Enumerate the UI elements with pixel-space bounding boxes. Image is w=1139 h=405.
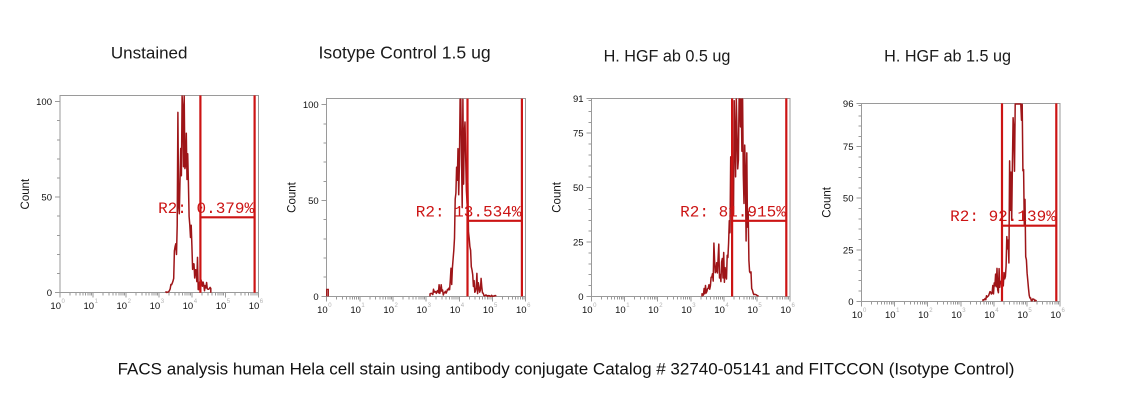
svg-text:10: 10 [84, 301, 95, 312]
svg-text:10: 10 [516, 305, 527, 316]
svg-text:75: 75 [843, 142, 854, 153]
svg-text:10: 10 [483, 305, 494, 316]
svg-text:Count: Count [20, 178, 32, 209]
svg-text:0: 0 [313, 292, 318, 303]
svg-text:3: 3 [692, 303, 696, 309]
svg-text:10: 10 [249, 301, 260, 312]
svg-text:10: 10 [852, 310, 863, 321]
svg-text:10: 10 [417, 305, 428, 316]
svg-text:5: 5 [494, 303, 498, 309]
svg-text:Unstained: Unstained [111, 44, 188, 63]
svg-text:10: 10 [648, 305, 659, 316]
svg-text:R2: 0.379%: R2: 0.379% [158, 200, 254, 218]
svg-text:3: 3 [161, 299, 165, 305]
svg-text:10: 10 [150, 301, 161, 312]
svg-text:Isotype Control 1.5 ug: Isotype Control 1.5 ug [319, 43, 491, 63]
svg-text:6: 6 [1062, 308, 1066, 314]
svg-text:5: 5 [758, 303, 762, 309]
svg-text:2: 2 [128, 299, 132, 305]
svg-text:1: 1 [361, 303, 365, 309]
svg-text:10: 10 [317, 305, 328, 316]
svg-text:H. HGF ab 0.5 ug: H. HGF ab 0.5 ug [604, 48, 731, 66]
svg-text:6: 6 [527, 303, 531, 309]
svg-text:5: 5 [227, 299, 231, 305]
svg-text:1: 1 [896, 308, 900, 314]
svg-text:6: 6 [792, 303, 796, 309]
svg-text:4: 4 [461, 303, 465, 309]
svg-text:100: 100 [36, 97, 52, 108]
svg-text:R2: 13.534%: R2: 13.534% [416, 203, 522, 221]
svg-text:10: 10 [918, 310, 929, 321]
svg-text:25: 25 [573, 238, 584, 249]
svg-text:4: 4 [725, 303, 729, 309]
svg-text:R2: 92.139%: R2: 92.139% [950, 208, 1056, 226]
svg-text:50: 50 [573, 183, 584, 194]
svg-text:10: 10 [183, 301, 194, 312]
svg-text:0: 0 [848, 297, 853, 308]
svg-text:10: 10 [117, 301, 128, 312]
svg-text:10: 10 [714, 305, 725, 316]
svg-text:Count: Count [552, 181, 564, 212]
svg-text:10: 10 [885, 310, 896, 321]
svg-text:50: 50 [308, 196, 319, 207]
svg-text:5: 5 [1028, 308, 1032, 314]
svg-text:100: 100 [303, 100, 319, 111]
svg-text:10: 10 [1050, 310, 1061, 321]
svg-text:10: 10 [951, 310, 962, 321]
svg-text:1: 1 [95, 299, 99, 305]
svg-text:0: 0 [328, 303, 332, 309]
svg-text:50: 50 [41, 193, 52, 204]
svg-text:R2: 81.915%: R2: 81.915% [680, 203, 786, 221]
svg-text:91: 91 [573, 94, 584, 105]
svg-text:50: 50 [843, 194, 854, 205]
svg-text:10: 10 [216, 301, 227, 312]
svg-text:96: 96 [843, 99, 854, 110]
svg-text:0: 0 [578, 292, 583, 303]
svg-text:3: 3 [428, 303, 432, 309]
svg-text:10: 10 [1017, 310, 1028, 321]
svg-text:H. HGF ab 1.5 ug: H. HGF ab 1.5 ug [884, 48, 1011, 66]
svg-text:4: 4 [995, 308, 999, 314]
svg-text:Count: Count [822, 186, 834, 217]
svg-text:10: 10 [350, 305, 361, 316]
svg-text:10: 10 [747, 305, 758, 316]
svg-text:10: 10 [780, 305, 791, 316]
svg-text:10: 10 [450, 305, 461, 316]
svg-text:0: 0 [593, 303, 597, 309]
svg-text:2: 2 [395, 303, 399, 309]
svg-text:10: 10 [582, 305, 593, 316]
svg-text:FACS analysis human Hela cell: FACS analysis human Hela cell stain usin… [118, 360, 1015, 379]
svg-text:3: 3 [962, 308, 966, 314]
svg-text:0: 0 [62, 299, 66, 305]
svg-text:0: 0 [47, 288, 52, 299]
svg-text:10: 10 [615, 305, 626, 316]
svg-text:10: 10 [984, 310, 995, 321]
svg-text:4: 4 [194, 299, 198, 305]
svg-text:2: 2 [929, 308, 933, 314]
svg-text:25: 25 [843, 245, 854, 256]
svg-text:10: 10 [681, 305, 692, 316]
svg-text:1: 1 [626, 303, 630, 309]
svg-text:10: 10 [50, 301, 61, 312]
svg-text:0: 0 [863, 308, 867, 314]
svg-text:6: 6 [260, 299, 264, 305]
svg-text:75: 75 [573, 129, 584, 140]
svg-text:10: 10 [383, 305, 394, 316]
svg-text:Count: Count [287, 181, 299, 212]
svg-text:2: 2 [659, 303, 663, 309]
